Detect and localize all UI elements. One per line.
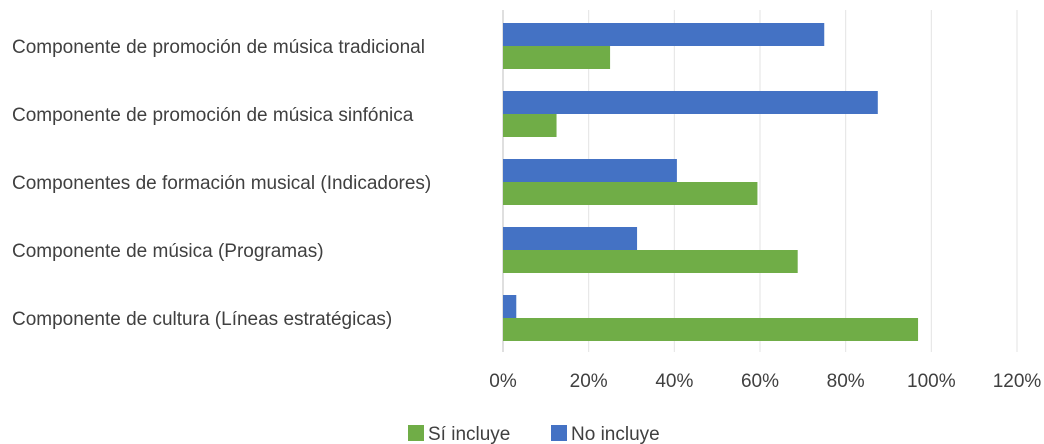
bar-si-incluye-5 (503, 318, 919, 341)
bar-si-incluye-1 (503, 46, 611, 69)
bars (503, 23, 919, 341)
bar-si-incluye-2 (503, 114, 557, 137)
bar-no-incluye-4 (503, 227, 638, 250)
x-axis-tick-labels: 0% 20% 40% 60% 80% 100% 120% (489, 371, 1041, 392)
category-label: Componente de música (Programas) (12, 241, 324, 262)
x-tick-label: 120% (993, 371, 1042, 392)
bar-si-incluye-4 (503, 250, 798, 273)
legend: Sí incluye No incluye (408, 424, 660, 444)
bar-no-incluye-3 (503, 159, 677, 182)
x-tick-label: 100% (907, 371, 956, 392)
legend-si-incluye: Sí incluye (408, 424, 510, 444)
bar-no-incluye-2 (503, 91, 878, 114)
legend-swatch (408, 425, 424, 441)
x-tick-label: 80% (827, 371, 865, 392)
bar-no-incluye-5 (503, 295, 517, 318)
category-labels: Componente de promoción de música tradic… (12, 37, 431, 330)
legend-swatch (551, 425, 567, 441)
category-label: Componente de promoción de música tradic… (12, 37, 425, 58)
category-label: Componente de promoción de música sinfón… (12, 105, 414, 126)
bar-no-incluye-1 (503, 23, 825, 46)
bar-si-incluye-3 (503, 182, 758, 205)
legend-no-incluye: No incluye (551, 424, 660, 444)
legend-label: Sí incluye (428, 424, 510, 444)
x-tick-label: 60% (741, 371, 779, 392)
legend-label: No incluye (571, 424, 660, 444)
category-label: Componentes de formación musical (Indica… (12, 173, 431, 194)
x-tick-label: 20% (570, 371, 608, 392)
x-tick-label: 0% (489, 371, 517, 392)
category-label: Componente de cultura (Líneas estratégic… (12, 309, 392, 330)
x-tick-label: 40% (655, 371, 693, 392)
